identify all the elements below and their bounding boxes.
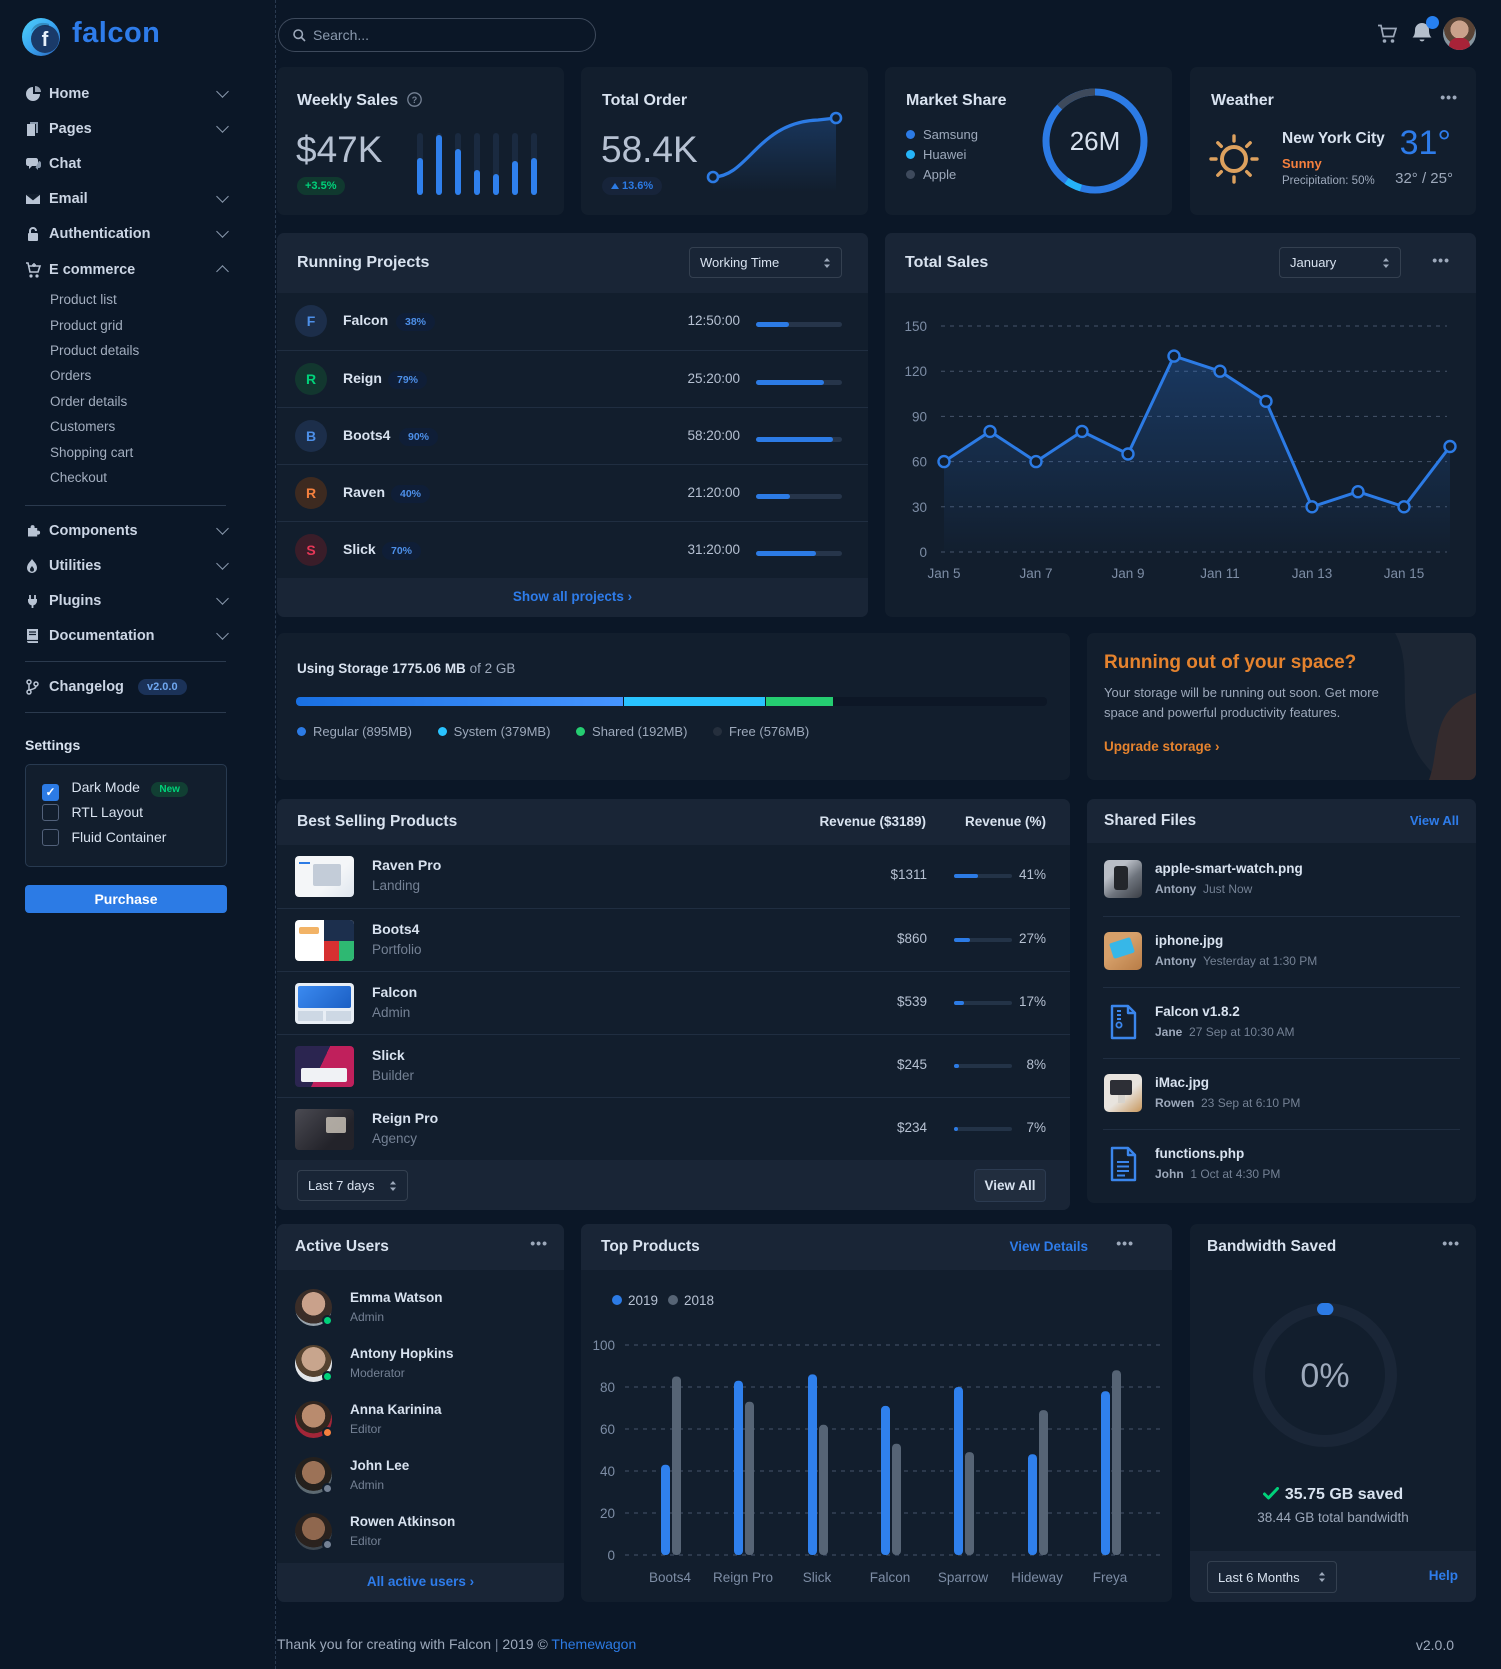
svg-text:80: 80: [600, 1380, 615, 1395]
svg-text:30: 30: [912, 500, 927, 515]
svg-text:2019: 2019: [628, 1293, 658, 1308]
svg-text:Jan 9: Jan 9: [1111, 566, 1144, 581]
svg-text:26M: 26M: [1070, 126, 1121, 156]
svg-text:2018: 2018: [684, 1293, 714, 1308]
svg-text:100: 100: [592, 1338, 615, 1353]
svg-text:0: 0: [607, 1548, 615, 1563]
svg-text:Jan 13: Jan 13: [1292, 566, 1333, 581]
svg-text:0: 0: [919, 545, 927, 560]
svg-text:40: 40: [600, 1464, 615, 1479]
svg-text:120: 120: [904, 364, 927, 379]
svg-text:Reign Pro: Reign Pro: [713, 1570, 773, 1585]
svg-text:Falcon: Falcon: [870, 1570, 911, 1585]
svg-text:Jan 11: Jan 11: [1200, 566, 1240, 581]
svg-text:Sparrow: Sparrow: [938, 1570, 989, 1585]
svg-text:?: ?: [411, 95, 417, 105]
svg-text:Freya: Freya: [1093, 1570, 1128, 1585]
svg-text:90: 90: [912, 409, 927, 424]
svg-text:60: 60: [912, 455, 927, 470]
svg-text:0%: 0%: [1300, 1357, 1349, 1395]
svg-text:Jan 15: Jan 15: [1384, 566, 1425, 581]
svg-text:f: f: [42, 29, 49, 51]
svg-text:Boots4: Boots4: [649, 1570, 692, 1585]
svg-text:150: 150: [904, 319, 927, 334]
svg-text:20: 20: [600, 1506, 615, 1521]
svg-text:Jan 7: Jan 7: [1019, 566, 1052, 581]
svg-text:Hideway: Hideway: [1011, 1570, 1063, 1585]
svg-text:Jan 5: Jan 5: [927, 566, 960, 581]
svg-text:60: 60: [600, 1422, 615, 1437]
svg-text:Slick: Slick: [803, 1570, 832, 1585]
